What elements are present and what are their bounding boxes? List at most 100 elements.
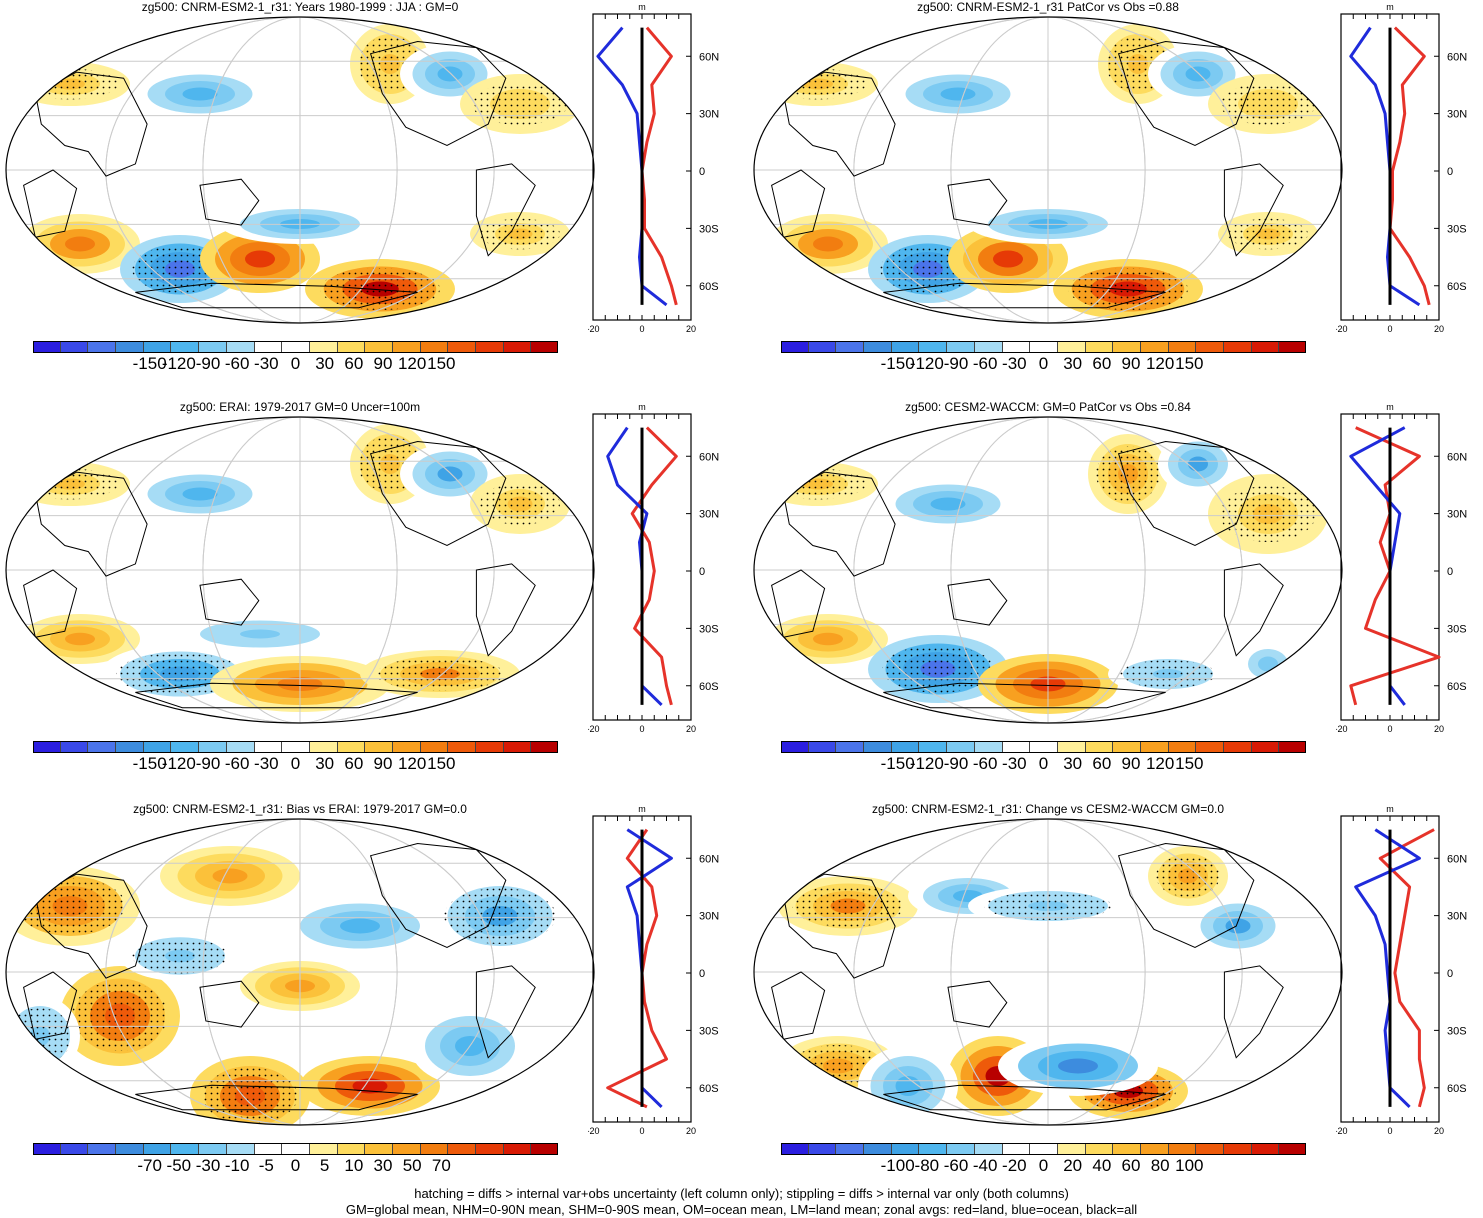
panel-2: zg500: CNRM-ESM2-1_r31 PatCor vs Obs =0.… bbox=[748, 0, 1483, 405]
zonal-lat-label: 60N bbox=[1447, 51, 1467, 63]
zonal-x-tick-label: 20 bbox=[686, 724, 696, 734]
panel-6: zg500: CNRM-ESM2-1_r31: Change vs CESM2-… bbox=[748, 802, 1483, 1207]
stippling bbox=[202, 1068, 298, 1124]
panel-1: zg500: CNRM-ESM2-1_r31: Years 1980-1999 … bbox=[0, 0, 740, 405]
stippling bbox=[770, 469, 866, 500]
anomaly-region bbox=[65, 237, 95, 252]
zonal-lat-label: 30N bbox=[699, 911, 719, 923]
anomaly-region bbox=[183, 488, 218, 501]
colorbar-label: 0 bbox=[1039, 354, 1048, 374]
zonal-lat-label: 0 bbox=[1447, 566, 1453, 578]
zonal-x-tick-label: 20 bbox=[686, 1126, 696, 1136]
colorbar-label: 0 bbox=[291, 354, 300, 374]
anomaly-region bbox=[896, 1076, 921, 1096]
stippling bbox=[472, 83, 568, 125]
anomaly-region bbox=[1258, 657, 1278, 672]
colorbar-label: -60 bbox=[944, 1156, 969, 1176]
stippling bbox=[1220, 83, 1316, 125]
stippling bbox=[792, 885, 904, 927]
zonal-lat-label: 60N bbox=[699, 51, 719, 63]
stippling bbox=[22, 469, 118, 500]
zonal-x-tick-label: 0 bbox=[639, 324, 644, 334]
zonal-unit-label: m bbox=[638, 402, 646, 412]
zonal-series-ocean bbox=[627, 830, 671, 1107]
zonal-x-tick-label: 0 bbox=[1387, 724, 1392, 734]
zonal-lat-label: 30N bbox=[1447, 109, 1467, 121]
colorbar-label: -30 bbox=[1002, 354, 1027, 374]
zonal-x-tick-label: 0 bbox=[639, 1126, 644, 1136]
colorbar-label: 30 bbox=[1063, 354, 1082, 374]
colorbar-label: -90 bbox=[196, 354, 221, 374]
anomaly-region bbox=[1058, 1059, 1098, 1074]
zonal-unit-label: m bbox=[638, 2, 646, 12]
stippling bbox=[770, 69, 866, 100]
zonal-unit-label: m bbox=[1386, 2, 1394, 12]
zonal-x-tick-label: 20 bbox=[1434, 1126, 1444, 1136]
zonal-series-land bbox=[1351, 428, 1439, 705]
panel-5: zg500: CNRM-ESM2-1_r31: Bias vs ERAI: 19… bbox=[0, 802, 740, 1207]
colorbar-label: 100 bbox=[1175, 1156, 1203, 1176]
colorbar-label: 50 bbox=[403, 1156, 422, 1176]
panel-title: zg500: CNRM-ESM2-1_r31: Bias vs ERAI: 19… bbox=[0, 802, 600, 816]
panel-4: zg500: CESM2-WACCM: GM=0 PatCor vs Obs =… bbox=[748, 400, 1483, 805]
colorbar-label: 150 bbox=[1175, 354, 1203, 374]
zonal-lat-label: 60N bbox=[699, 853, 719, 865]
zonal-lat-label: 60S bbox=[1447, 681, 1467, 693]
panel-title: zg500: CNRM-ESM2-1_r31 PatCor vs Obs =0.… bbox=[748, 0, 1348, 14]
colorbar-label: -40 bbox=[973, 1156, 998, 1176]
zonal-lat-label: 0 bbox=[699, 566, 705, 578]
colorbar-label: 20 bbox=[1063, 1156, 1082, 1176]
anomaly-region bbox=[438, 67, 463, 82]
stippling bbox=[1228, 219, 1308, 250]
global-map bbox=[0, 414, 600, 734]
anomaly-region bbox=[183, 88, 218, 101]
colorbar-label: -30 bbox=[254, 354, 279, 374]
zonal-x-tick-label: -20 bbox=[1336, 724, 1348, 734]
anomaly-region bbox=[340, 919, 380, 934]
anomaly-region bbox=[813, 237, 843, 252]
zonal-x-tick-label: 0 bbox=[1387, 1126, 1392, 1136]
global-map bbox=[748, 14, 1348, 334]
colorbar-label: -100 bbox=[881, 1156, 915, 1176]
colorbar-label: -60 bbox=[225, 754, 250, 774]
colorbar-label: -30 bbox=[1002, 754, 1027, 774]
colorbar-label: 120 bbox=[1146, 354, 1174, 374]
panel-title: zg500: ERAI: 1979-2017 GM=0 Uncer=100m bbox=[0, 400, 600, 414]
zonal-lat-label: 0 bbox=[1447, 968, 1453, 980]
colorbar-label: -120 bbox=[910, 354, 944, 374]
anomaly-region bbox=[941, 88, 976, 101]
zonal-lat-label: 60S bbox=[699, 281, 719, 293]
anomaly-region bbox=[993, 251, 1023, 268]
stippling bbox=[1156, 855, 1220, 897]
stippling bbox=[1220, 486, 1316, 542]
zonal-lat-label: 60N bbox=[699, 451, 719, 463]
anomaly-region bbox=[65, 633, 95, 646]
colorbar-label: 30 bbox=[315, 354, 334, 374]
footer-note-2: GM=global mean, NHM=0-90N mean, SHM=0-90… bbox=[0, 1202, 1483, 1218]
zonal-lat-label: 60S bbox=[699, 1083, 719, 1095]
zonal-x-tick-label: 0 bbox=[639, 724, 644, 734]
zonal-lat-label: 30S bbox=[699, 223, 719, 235]
stippling bbox=[1096, 446, 1160, 502]
zonal-lat-label: 30N bbox=[699, 109, 719, 121]
colorbar-label: 0 bbox=[1039, 754, 1048, 774]
colorbar-label: 90 bbox=[1122, 354, 1141, 374]
colorbar-label: 60 bbox=[1092, 354, 1111, 374]
colorbar-label: 90 bbox=[374, 754, 393, 774]
colorbar-label: 150 bbox=[1175, 754, 1203, 774]
anomaly-region bbox=[245, 251, 275, 268]
stippling bbox=[22, 69, 118, 100]
colorbar-label: 60 bbox=[1092, 754, 1111, 774]
zonal-lat-label: 60S bbox=[699, 681, 719, 693]
zonal-series-ocean bbox=[1351, 28, 1420, 305]
zonal-series-ocean bbox=[1351, 428, 1405, 705]
colorbar-label: -90 bbox=[944, 754, 969, 774]
panel-title: zg500: CNRM-ESM2-1_r31: Change vs CESM2-… bbox=[748, 802, 1348, 816]
colorbar-label: -120 bbox=[162, 754, 196, 774]
colorbar-label: -30 bbox=[254, 754, 279, 774]
